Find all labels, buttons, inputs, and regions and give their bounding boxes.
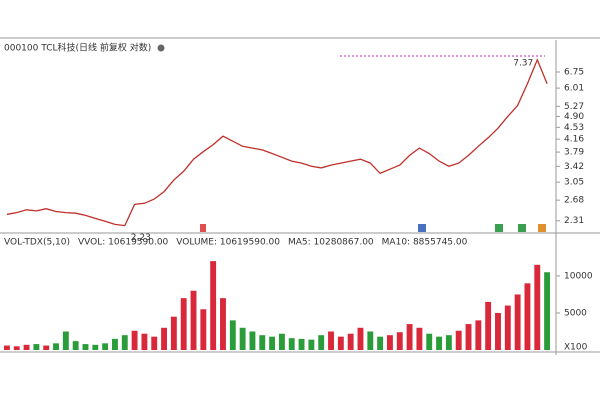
y-tick-label: 5000: [564, 308, 587, 318]
y-tick-label: 4.53: [564, 123, 584, 133]
volume-bar: [229, 320, 236, 350]
volume-bar: [190, 290, 197, 350]
volume-bar: [43, 345, 50, 350]
volume-bar: [239, 327, 246, 350]
volume-bar: [445, 335, 452, 350]
y-tick-label: 3.42: [564, 162, 584, 172]
volume-bar: [112, 338, 118, 350]
volume-bar: [475, 320, 482, 350]
event-icon: [200, 224, 206, 232]
volume-bar: [249, 331, 256, 350]
volume-bar: [33, 344, 40, 350]
volume-bar: [288, 338, 295, 350]
y-tick-label: 3.05: [564, 178, 584, 188]
event-icon: [495, 224, 503, 232]
volume-bar: [210, 261, 217, 350]
event-icon: [418, 224, 426, 232]
volume-bar: [131, 330, 138, 350]
unit-label: X100: [564, 343, 588, 353]
y-tick-label: 2.31: [564, 216, 584, 226]
volume-bar: [514, 294, 521, 350]
y-tick-label: 6.01: [564, 84, 584, 94]
volume-bar: [504, 305, 511, 350]
volume-bar: [357, 327, 364, 350]
volume-bar: [72, 341, 79, 350]
volume-bar: [387, 335, 393, 350]
volume-bar: [180, 298, 187, 350]
volume-header: VOLUME: 10619590.00: [176, 238, 280, 248]
y-tick-label: 2.68: [564, 196, 584, 206]
volume-bar: [151, 336, 158, 350]
volume-bar: [416, 327, 423, 350]
high-annotation: 7.37: [513, 58, 533, 68]
volume-bar: [62, 331, 69, 350]
volume-bar: [347, 333, 354, 350]
volume-bar: [82, 344, 89, 350]
volume-header: VOL-TDX(5,10): [4, 238, 70, 248]
volume-bar: [3, 345, 10, 350]
volume-bar: [53, 343, 59, 350]
price-line: [6, 58, 548, 227]
volume-bar: [485, 301, 492, 350]
y-tick-label: 4.90: [564, 112, 584, 122]
volume-header: MA5: 10280867.00: [288, 238, 374, 248]
volume-bar: [318, 335, 325, 350]
low-annotation: 2.23: [131, 233, 151, 243]
volume-bar: [367, 331, 374, 350]
y-tick-label: 5.27: [564, 102, 584, 112]
y-tick-label: 6.75: [564, 67, 584, 77]
volume-bar: [102, 343, 109, 350]
volume-bar: [396, 332, 403, 350]
event-icon: [538, 224, 546, 232]
volume-bar: [544, 272, 551, 350]
volume-bar: [121, 335, 128, 350]
volume-bar: [259, 335, 266, 350]
volume-bar: [406, 324, 413, 350]
y-tick-label: 3.79: [564, 148, 584, 158]
chart-title: 000100 TCL科技(日线 前复权 对数): [4, 42, 151, 54]
volume-header: MA10: 8855745.00: [382, 238, 468, 248]
title-icon: [157, 44, 165, 52]
volume-bar: [141, 333, 148, 350]
volume-bar: [200, 309, 207, 350]
volume-bar: [308, 339, 315, 350]
y-tick-label: 10000: [564, 271, 593, 281]
volume-bar: [328, 331, 334, 350]
volume-bar: [426, 333, 433, 350]
volume-bar: [455, 330, 462, 350]
volume-bar: [534, 264, 541, 350]
volume-bar: [495, 312, 501, 350]
volume-bar: [436, 336, 442, 350]
event-icon: [518, 224, 526, 232]
volume-bar: [170, 316, 177, 350]
volume-bar: [269, 336, 276, 350]
volume-bar: [298, 338, 305, 350]
volume-header: VVOL: 10619590.00: [78, 238, 169, 248]
volume-bar: [524, 283, 531, 350]
volume-bar: [278, 333, 285, 350]
y-tick-label: 4.16: [564, 135, 584, 145]
volume-bar: [377, 336, 384, 350]
volume-bar: [161, 327, 167, 350]
volume-bar: [220, 298, 226, 350]
volume-bar: [13, 346, 20, 350]
volume-bar: [92, 344, 99, 350]
volume-bar: [337, 336, 344, 350]
volume-bar: [23, 344, 30, 350]
volume-bar: [465, 324, 472, 350]
